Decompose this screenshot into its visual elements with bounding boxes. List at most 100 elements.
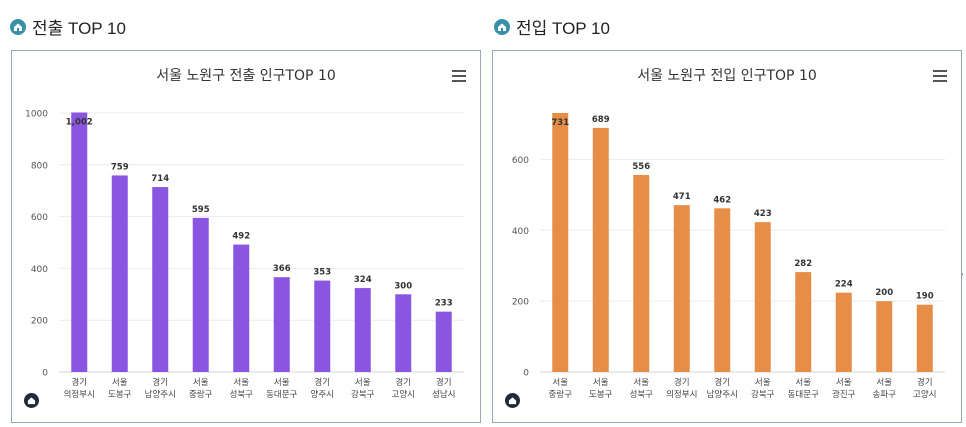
- inflow-x-tick-label: 서울: [755, 378, 771, 388]
- inflow-data-label: 200: [875, 288, 893, 298]
- outflow-x-tick-label: 고양시: [392, 389, 415, 400]
- inflow-data-label: 423: [754, 209, 772, 219]
- outflow-x-tick-label: 양주시: [311, 389, 334, 400]
- outflow-chart-title: 서울 노원구 전출 인구TOP 10: [156, 68, 336, 84]
- outflow-bar: [273, 277, 290, 372]
- inflow-bar: [714, 208, 731, 372]
- inflow-x-tick-label: 고양시: [913, 389, 936, 400]
- outflow-data-label: 595: [192, 205, 210, 215]
- outflow-x-tick-label: 도봉구: [108, 390, 132, 400]
- outflow-y-tick-label: 400: [31, 265, 48, 275]
- inflow-y-tick-label: 200: [512, 298, 529, 308]
- inflow-x-tick-label: 경기: [917, 377, 933, 388]
- inflow-x-tick-label: 송파구: [873, 390, 897, 400]
- inflow-x-tick-label: 서울: [593, 378, 609, 388]
- outflow-data-label: 300: [394, 281, 412, 291]
- inflow-bar: [876, 301, 893, 372]
- outflow-data-label: 492: [232, 232, 250, 242]
- inflow-bar: [916, 304, 933, 372]
- inflow-x-tick-label: 서울: [876, 378, 892, 388]
- home-icon: [494, 18, 510, 35]
- outflow-bar: [395, 294, 412, 372]
- inflow-y-tick-label: 0: [523, 369, 529, 379]
- inflow-x-tick-label: 광진구: [832, 389, 856, 400]
- inflow-x-tick-label: 경기: [714, 377, 730, 388]
- outflow-x-tick-label: 서울: [274, 378, 290, 388]
- outflow-bar: [435, 311, 452, 372]
- outflow-y-tick-label: 1000: [25, 110, 48, 120]
- outflow-x-tick-label: 동대문구: [266, 390, 297, 400]
- outflow-data-label: 324: [354, 275, 372, 285]
- inflow-data-label: 689: [592, 115, 610, 125]
- inflow-x-tick-label: 의정부시: [666, 389, 697, 400]
- outflow-x-tick-label: 서울: [355, 378, 371, 388]
- inflow-data-label: 224: [835, 280, 853, 290]
- inflow-data-label: 462: [713, 195, 731, 205]
- outflow-x-tick-label: 경기: [436, 377, 452, 388]
- inflow-chart-menu-button[interactable]: [933, 70, 947, 82]
- outflow-x-tick-label: 서울: [112, 378, 128, 388]
- outflow-x-tick-label: 성남시: [432, 390, 455, 400]
- outflow-data-label: 1,002: [66, 117, 93, 127]
- inflow-bar: [592, 127, 609, 372]
- inflow-x-tick-label: 남양주시: [707, 389, 738, 400]
- outflow-data-label: 714: [151, 174, 169, 184]
- outflow-x-tick-label: 중랑구: [189, 389, 213, 400]
- outflow-bar: [71, 112, 88, 372]
- left-section-header: 전출 TOP 10: [10, 14, 126, 39]
- inflow-bar: [552, 113, 569, 372]
- inflow-y-tick-label: 400: [512, 227, 529, 237]
- outflow-y-tick-label: 0: [42, 369, 48, 379]
- outflow-x-tick-label: 서울: [193, 378, 209, 388]
- inflow-x-tick-label: 동대문구: [788, 390, 819, 400]
- inflow-x-tick-label: 도봉구: [589, 390, 613, 400]
- side-mark: ': [961, 272, 964, 283]
- inflow-x-tick-label: 서울: [552, 378, 568, 388]
- outflow-x-tick-label: 경기: [314, 377, 330, 388]
- outflow-data-label: 233: [435, 299, 453, 309]
- outflow-bar: [233, 244, 250, 372]
- inflow-x-tick-label: 성북구: [630, 390, 654, 400]
- outflow-data-label: 366: [273, 264, 291, 274]
- inflow-chart-title: 서울 노원구 전입 인구TOP 10: [637, 68, 817, 84]
- outflow-x-tick-label: 성북구: [230, 390, 254, 400]
- inflow-x-tick-label: 서울: [633, 378, 649, 388]
- outflow-x-tick-label: 경기: [152, 377, 168, 388]
- inflow-bar: [633, 175, 650, 372]
- outflow-bar: [111, 175, 128, 372]
- logo-icon: [505, 393, 520, 408]
- inflow-x-tick-label: 경기: [674, 377, 690, 388]
- outflow-y-tick-label: 200: [31, 317, 48, 327]
- inflow-data-label: 190: [916, 292, 934, 302]
- inflow-data-label: 471: [673, 192, 691, 202]
- outflow-x-tick-label: 의정부시: [64, 389, 95, 400]
- outflow-y-tick-label: 600: [31, 213, 48, 223]
- inflow-y-tick-label: 600: [512, 156, 529, 166]
- outflow-bar: [192, 217, 209, 372]
- inflow-bar: [835, 292, 852, 372]
- inflow-x-tick-label: 서울: [795, 378, 811, 388]
- outflow-bar: [314, 280, 331, 372]
- inflow-x-tick-label: 서울: [836, 378, 852, 388]
- outflow-x-tick-label: 경기: [395, 377, 411, 388]
- inflow-data-label: 731: [551, 118, 569, 128]
- inflow-data-label: 282: [794, 259, 812, 269]
- outflow-data-label: 759: [111, 162, 129, 172]
- inflow-data-label: 556: [632, 162, 650, 172]
- inflow-x-tick-label: 강북구: [751, 389, 775, 400]
- outflow-chart-panel: 서울 노원구 전출 인구TOP 10 0 200 400 600 800 1000 1,00…: [11, 50, 481, 423]
- outflow-x-tick-label: 강북구: [351, 389, 375, 400]
- outflow-bar: [354, 288, 371, 372]
- outflow-bar: [152, 187, 169, 372]
- inflow-bar: [795, 272, 812, 372]
- inflow-chart-panel: 서울 노원구 전입 인구TOP 10 0 200 400 600 731 서울 중랑구 689…: [492, 50, 962, 423]
- outflow-data-label: 353: [313, 268, 331, 278]
- inflow-x-tick-label: 중랑구: [549, 389, 573, 400]
- left-section-title: 전출 TOP 10: [32, 19, 126, 38]
- outflow-chart-menu-button[interactable]: [452, 70, 466, 82]
- outflow-x-tick-label: 서울: [233, 378, 249, 388]
- outflow-x-tick-label: 남양주시: [145, 389, 176, 400]
- outflow-y-tick-label: 800: [31, 161, 48, 171]
